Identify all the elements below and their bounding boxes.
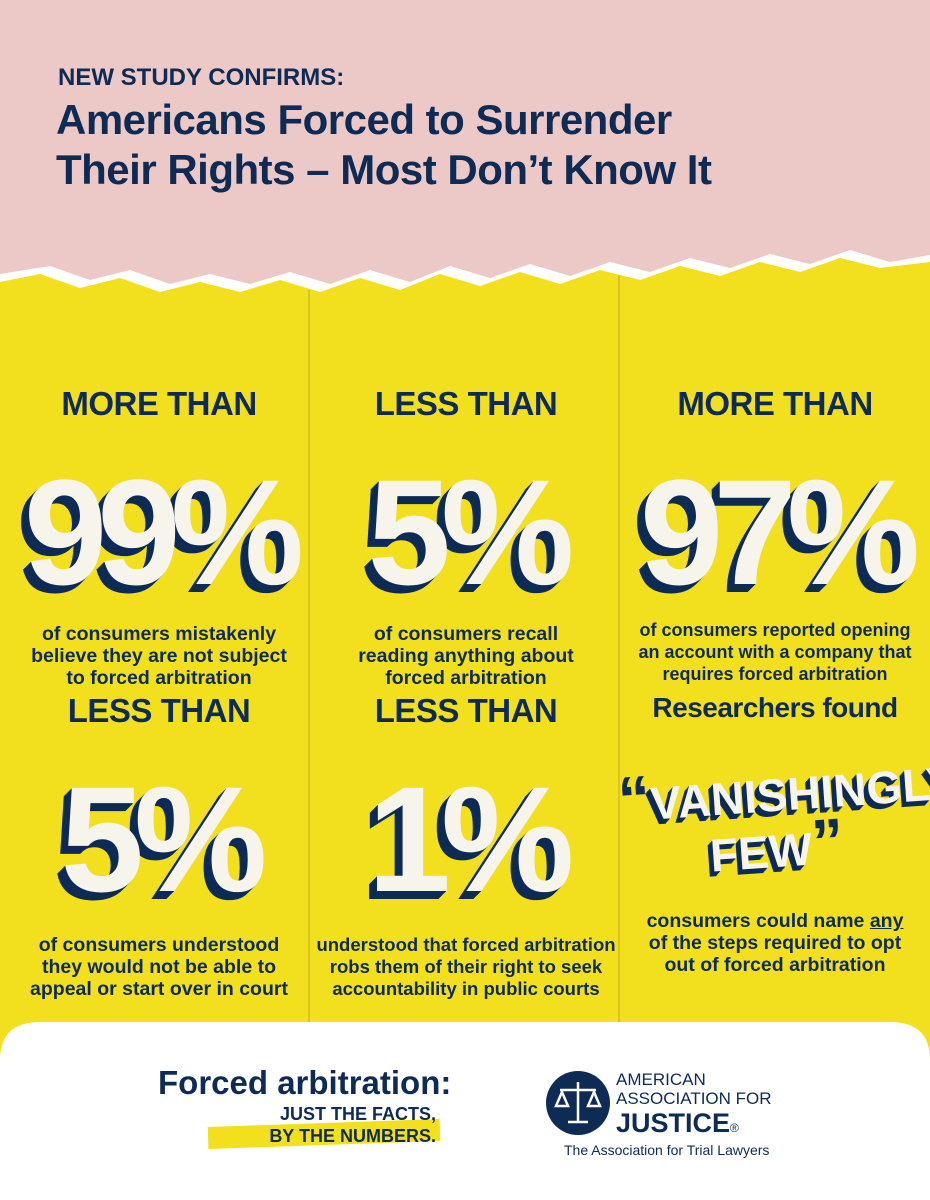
- logo-line: ASSOCIATION FOR: [616, 1089, 772, 1108]
- description-line: forced arbitration: [385, 667, 547, 689]
- logo-line: JUSTICE®: [616, 1108, 772, 1143]
- quote: “VANISHINGLY FEW”: [616, 753, 930, 886]
- qualifier: Researchers found: [652, 692, 898, 723]
- description-line: to forced arbitration: [66, 667, 252, 689]
- description-line: appeal or start over in court: [30, 978, 288, 1000]
- description: understood that forced arbitration robs …: [311, 934, 621, 1000]
- logo-name: AMERICAN ASSOCIATION FOR JUSTICE®: [616, 1070, 772, 1143]
- description-line: requires forced arbitration: [662, 664, 888, 684]
- description-line: of consumers understood: [38, 934, 280, 956]
- title-line: Americans Forced to Surrender: [56, 96, 672, 143]
- stat: Researchers found “VANISHINGLY FEW” cons…: [616, 692, 930, 976]
- open-quote: “: [615, 761, 653, 836]
- description: of consumers recall reading anything abo…: [311, 623, 621, 689]
- description-line: reading anything about: [358, 645, 574, 667]
- description: of consumers understood they would not b…: [4, 934, 314, 1000]
- description: consumers could name any of the steps re…: [620, 910, 930, 976]
- description-line: believe they are not subject: [31, 645, 287, 667]
- logo-justice: JUSTICE: [616, 1108, 731, 1138]
- logo-line: AMERICAN: [616, 1070, 706, 1089]
- close-quote: ”: [809, 804, 847, 879]
- registered-mark: ®: [730, 1121, 739, 1135]
- stat: MORE THAN 99% of consumers mistakenly be…: [4, 385, 314, 689]
- description-line: they would not be able to: [42, 956, 276, 978]
- tagline: JUST THE FACTS, BY THE NUMBERS.: [214, 1103, 436, 1147]
- stat: LESS THAN 1% understood that forced arbi…: [311, 692, 621, 1000]
- qualifier: LESS THAN: [374, 692, 558, 729]
- description-line: robs them of their right to seek: [329, 956, 603, 977]
- stat: LESS THAN 5% of consumers understood the…: [4, 692, 314, 1000]
- description-line: out of forced arbitration: [664, 954, 886, 976]
- figure: 97%: [639, 448, 920, 616]
- qualifier: LESS THAN: [374, 385, 558, 422]
- footer-title: Forced arbitration:: [158, 1064, 452, 1101]
- description-line: of the steps required to opt: [648, 932, 902, 954]
- tagline-highlight: [207, 1118, 441, 1150]
- description-line: of consumers recall: [373, 623, 559, 645]
- description-line: of consumers reported opening: [639, 620, 911, 640]
- qualifier: LESS THAN: [67, 692, 251, 729]
- qualifier: MORE THAN: [61, 385, 257, 422]
- torn-paper-header: [0, 0, 930, 284]
- description-line: understood that forced arbitration: [316, 934, 616, 955]
- stat: LESS THAN 5% of consumers recall reading…: [311, 385, 621, 689]
- logo-scales: [554, 1082, 602, 1124]
- footer-panel: [0, 1022, 930, 1200]
- emphasis: any: [869, 910, 904, 932]
- description-line: accountability in public courts: [332, 978, 600, 999]
- description-text: consumers could name: [646, 910, 865, 932]
- description: of consumers mistakenly believe they are…: [4, 623, 314, 689]
- figure: 1%: [367, 755, 575, 923]
- stat: MORE THAN 97% of consumers reported open…: [620, 385, 930, 685]
- quote-text: FEW: [708, 822, 814, 882]
- description-line: of consumers mistakenly: [41, 623, 277, 645]
- description: of consumers reported opening an account…: [620, 619, 930, 685]
- tagline-line: BY THE NUMBERS.: [269, 1126, 436, 1146]
- description-line: consumers could name any: [620, 910, 930, 932]
- figure: 5%: [367, 448, 575, 616]
- logo-subtitle: The Association for Trial Lawyers: [564, 1142, 770, 1158]
- figure: 5%: [60, 755, 268, 923]
- figure: 99%: [23, 448, 304, 616]
- qualifier: MORE THAN: [677, 385, 873, 422]
- kicker: NEW STUDY CONFIRMS:: [58, 64, 345, 91]
- tagline-line: JUST THE FACTS,: [279, 1104, 436, 1124]
- description-line: an account with a company that: [638, 642, 912, 662]
- title-line: Their Rights – Most Don’t Know It: [56, 146, 712, 193]
